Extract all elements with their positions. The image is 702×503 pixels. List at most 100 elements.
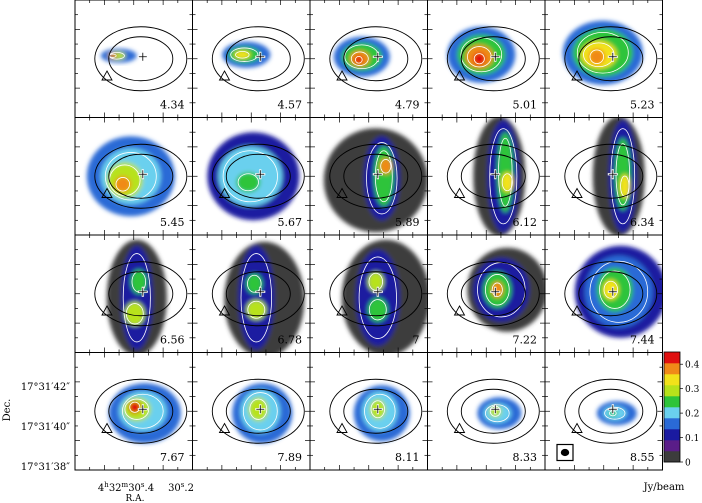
white-contour	[589, 260, 649, 323]
velocity-label: 4.34	[160, 99, 185, 112]
disk-ellipse	[578, 36, 644, 82]
channel-panel: 4.57	[192, 0, 311, 118]
triangle-marker	[571, 305, 583, 316]
disk-ellipse	[329, 143, 423, 209]
emission-contour	[473, 52, 486, 65]
panel-grid: 4.34 4.57 4.79 5.01 5.23 5.45 5.67 5.89 6.12 6.34…	[74, 0, 663, 471]
triangle-marker	[101, 187, 113, 198]
velocity-label: 8.55	[630, 451, 655, 464]
emission-contour	[367, 271, 384, 292]
disk-ellipse	[211, 26, 305, 92]
white-contour	[501, 173, 513, 192]
white-contour	[484, 274, 510, 306]
disk-ellipse	[94, 261, 188, 327]
disk-ellipse	[446, 143, 540, 209]
white-contour	[374, 150, 393, 203]
channel-panel: 4.79	[309, 0, 428, 118]
disk-ellipse	[94, 26, 188, 92]
disk-ellipse	[225, 271, 291, 317]
channel-panel: 8.11	[309, 352, 428, 471]
velocity-label: 7	[413, 334, 420, 347]
velocity-label: 8.33	[513, 451, 538, 464]
channel-panel: 7	[309, 234, 428, 353]
white-contour	[247, 274, 262, 293]
channel-panel: 6.34	[544, 117, 663, 236]
triangle-marker	[101, 422, 113, 433]
disk-ellipse	[446, 261, 540, 327]
emission-map	[100, 48, 137, 63]
white-contour	[473, 53, 485, 65]
channel-panel: 8.55	[544, 352, 663, 471]
white-contour	[249, 398, 268, 420]
disk-ellipse	[108, 388, 174, 434]
velocity-label: 6.34	[630, 216, 655, 229]
emission-map	[333, 36, 390, 77]
white-contour	[235, 50, 250, 59]
triangle-marker	[336, 187, 348, 198]
emission-contour	[130, 269, 147, 294]
velocity-label: 7.67	[160, 451, 185, 464]
triangle-marker	[336, 305, 348, 316]
white-contour	[589, 49, 605, 64]
velocity-label: 6.56	[160, 334, 185, 347]
white-contour	[604, 406, 626, 420]
velocity-label: 7.44	[630, 334, 655, 347]
disk-ellipse	[225, 36, 291, 82]
velocity-label: 5.67	[278, 216, 303, 229]
triangle-marker	[453, 187, 466, 198]
triangle-marker	[218, 422, 231, 433]
disk-ellipse	[211, 378, 305, 444]
beam-box	[556, 443, 574, 462]
disk-ellipse	[343, 388, 409, 434]
disk-ellipse	[578, 153, 644, 199]
disk-ellipse	[329, 378, 423, 444]
channel-panel: 5.89	[309, 117, 428, 236]
triangle-marker	[453, 70, 466, 81]
triangle-marker	[218, 70, 231, 81]
velocity-label: 4.79	[395, 99, 420, 112]
colorbar-segment	[664, 429, 680, 441]
disk-ellipse	[343, 271, 409, 317]
disk-ellipse	[225, 153, 291, 199]
velocity-label: 7.22	[513, 334, 538, 347]
emission-map	[341, 239, 428, 353]
velocity-label: 6.78	[278, 334, 303, 347]
colorbar-frame	[663, 351, 681, 463]
emission-contour	[497, 132, 514, 213]
disk-ellipse	[108, 153, 174, 199]
disk-ellipse	[211, 261, 305, 327]
colorbar-segment	[664, 385, 680, 397]
triangle-marker	[101, 70, 113, 81]
disk-ellipse	[460, 153, 526, 199]
outer-axes: Dec. 17°31′42″ 17°31′40″ 17°31′38″ 4h32m30s.…	[2, 382, 194, 503]
beam-ellipse	[560, 448, 570, 457]
colorbar-tick-label: 0.3	[685, 385, 700, 395]
emission-map	[596, 401, 637, 426]
disk-ellipse	[94, 143, 188, 209]
disk-ellipse	[564, 26, 658, 92]
y-tick-label: 17°31′40″	[21, 422, 70, 433]
colorbar-tick-label: 0.1	[685, 434, 699, 444]
white-contour	[484, 404, 510, 423]
white-contour	[610, 128, 636, 225]
channel-panel: 6.78	[192, 234, 311, 353]
velocity-label: 6.12	[513, 216, 538, 229]
disk-ellipse	[564, 261, 658, 327]
disk-ellipse	[446, 378, 540, 444]
disk-ellipse	[460, 388, 526, 434]
disk-ellipse	[343, 36, 409, 82]
colorbar-segment	[664, 451, 680, 463]
channel-panel: 8.33	[427, 352, 546, 471]
white-contour	[230, 47, 259, 62]
white-contour	[364, 393, 396, 429]
emission-map	[207, 132, 300, 221]
triangle-marker	[571, 187, 583, 198]
emission-contour	[246, 299, 267, 320]
y-axis-label: Dec.	[2, 399, 13, 422]
emission-contour	[128, 401, 141, 414]
emission-map	[467, 247, 545, 332]
emission-contour	[619, 174, 630, 199]
velocity-label: 5.01	[513, 99, 538, 112]
disk-ellipse	[578, 388, 644, 434]
colorbar-tick-label: 0.4	[685, 361, 700, 371]
